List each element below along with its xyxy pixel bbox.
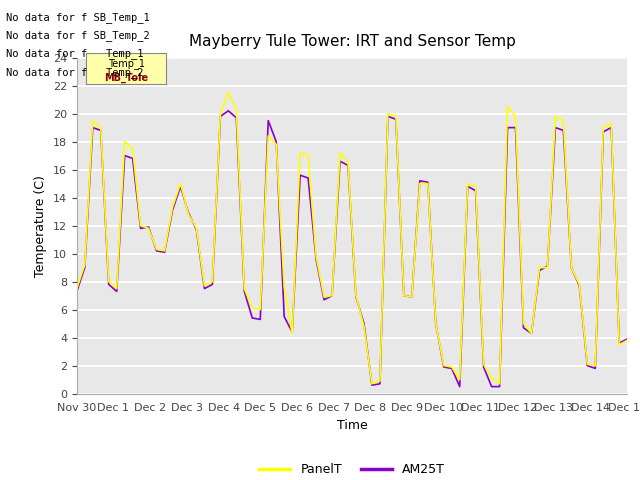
Legend: PanelT, AM25T: PanelT, AM25T	[254, 458, 450, 480]
Y-axis label: Temperature (C): Temperature (C)	[35, 175, 47, 276]
Text: No data for f SB_Temp_2: No data for f SB_Temp_2	[6, 30, 150, 41]
X-axis label: Time: Time	[337, 419, 367, 432]
Text: No data for f SB_Temp_1: No data for f SB_Temp_1	[6, 12, 150, 23]
Text: No data for f   Temp_2: No data for f Temp_2	[6, 67, 144, 78]
Text: Temp_1: Temp_1	[108, 58, 145, 69]
Text: No data for f   Temp_1: No data for f Temp_1	[6, 48, 144, 60]
Title: Mayberry Tule Tower: IRT and Sensor Temp: Mayberry Tule Tower: IRT and Sensor Temp	[189, 35, 515, 49]
Text: MB_Tole: MB_Tole	[104, 72, 148, 83]
